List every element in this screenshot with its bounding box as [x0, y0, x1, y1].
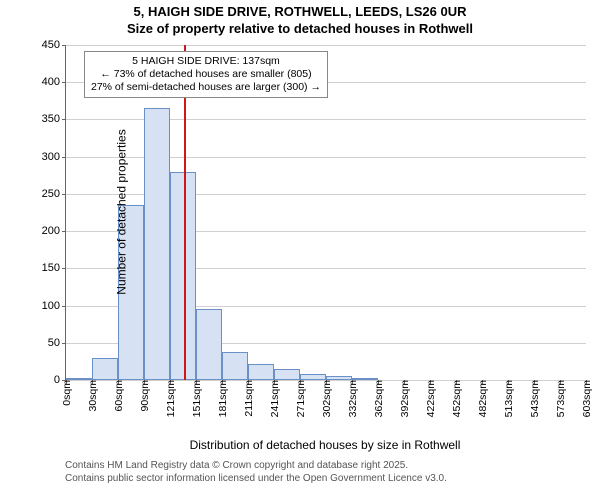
x-tick-label: 241sqm [267, 380, 281, 417]
x-tick-label: 422sqm [423, 380, 437, 417]
y-tick-label: 450 [42, 39, 66, 51]
x-tick-label: 90sqm [137, 380, 151, 412]
title-line-1: 5, HAIGH SIDE DRIVE, ROTHWELL, LEEDS, LS… [0, 4, 600, 21]
x-tick-label: 0sqm [59, 380, 73, 406]
x-tick-label: 151sqm [189, 380, 203, 417]
x-axis-label: Distribution of detached houses by size … [65, 438, 585, 452]
y-tick-label: 50 [48, 337, 66, 349]
x-tick-label: 302sqm [319, 380, 333, 417]
histogram-bar [144, 108, 170, 380]
x-tick-label: 121sqm [163, 380, 177, 417]
x-tick-label: 573sqm [553, 380, 567, 417]
histogram-bar [170, 172, 196, 380]
x-tick-label: 60sqm [111, 380, 125, 412]
x-tick-label: 211sqm [241, 380, 255, 417]
x-tick-label: 482sqm [475, 380, 489, 417]
x-tick-label: 452sqm [449, 380, 463, 417]
x-tick-label: 30sqm [85, 380, 99, 412]
x-tick-label: 181sqm [215, 380, 229, 417]
x-tick-label: 603sqm [579, 380, 593, 417]
histogram-bar [274, 369, 300, 380]
y-tick-label: 250 [42, 188, 66, 200]
y-axis-label: Number of detached properties [115, 45, 129, 380]
y-tick-label: 100 [42, 300, 66, 312]
y-tick-label: 200 [42, 225, 66, 237]
histogram-bar [196, 309, 222, 380]
title-line-2: Size of property relative to detached ho… [0, 21, 600, 38]
x-tick-label: 332sqm [345, 380, 359, 417]
x-tick-label: 392sqm [397, 380, 411, 417]
histogram-bar [222, 352, 248, 380]
y-tick-label: 150 [42, 262, 66, 274]
y-tick-label: 350 [42, 113, 66, 125]
gridline [66, 45, 586, 46]
chart-container: 5, HAIGH SIDE DRIVE, ROTHWELL, LEEDS, LS… [0, 0, 600, 500]
plot-area: 050100150200250300350400450 5 HAIGH SIDE… [65, 45, 586, 381]
x-tick-label: 513sqm [501, 380, 515, 417]
x-tick-label: 543sqm [527, 380, 541, 417]
footer-line-2: Contains public sector information licen… [65, 473, 447, 486]
x-tick-label: 271sqm [293, 380, 307, 417]
x-tick-label: 362sqm [371, 380, 385, 417]
footer-line-1: Contains HM Land Registry data © Crown c… [65, 460, 447, 473]
y-tick-label: 300 [42, 151, 66, 163]
footer-attribution: Contains HM Land Registry data © Crown c… [65, 460, 447, 485]
chart-title: 5, HAIGH SIDE DRIVE, ROTHWELL, LEEDS, LS… [0, 0, 600, 38]
histogram-bar [248, 364, 274, 380]
y-tick-label: 400 [42, 76, 66, 88]
